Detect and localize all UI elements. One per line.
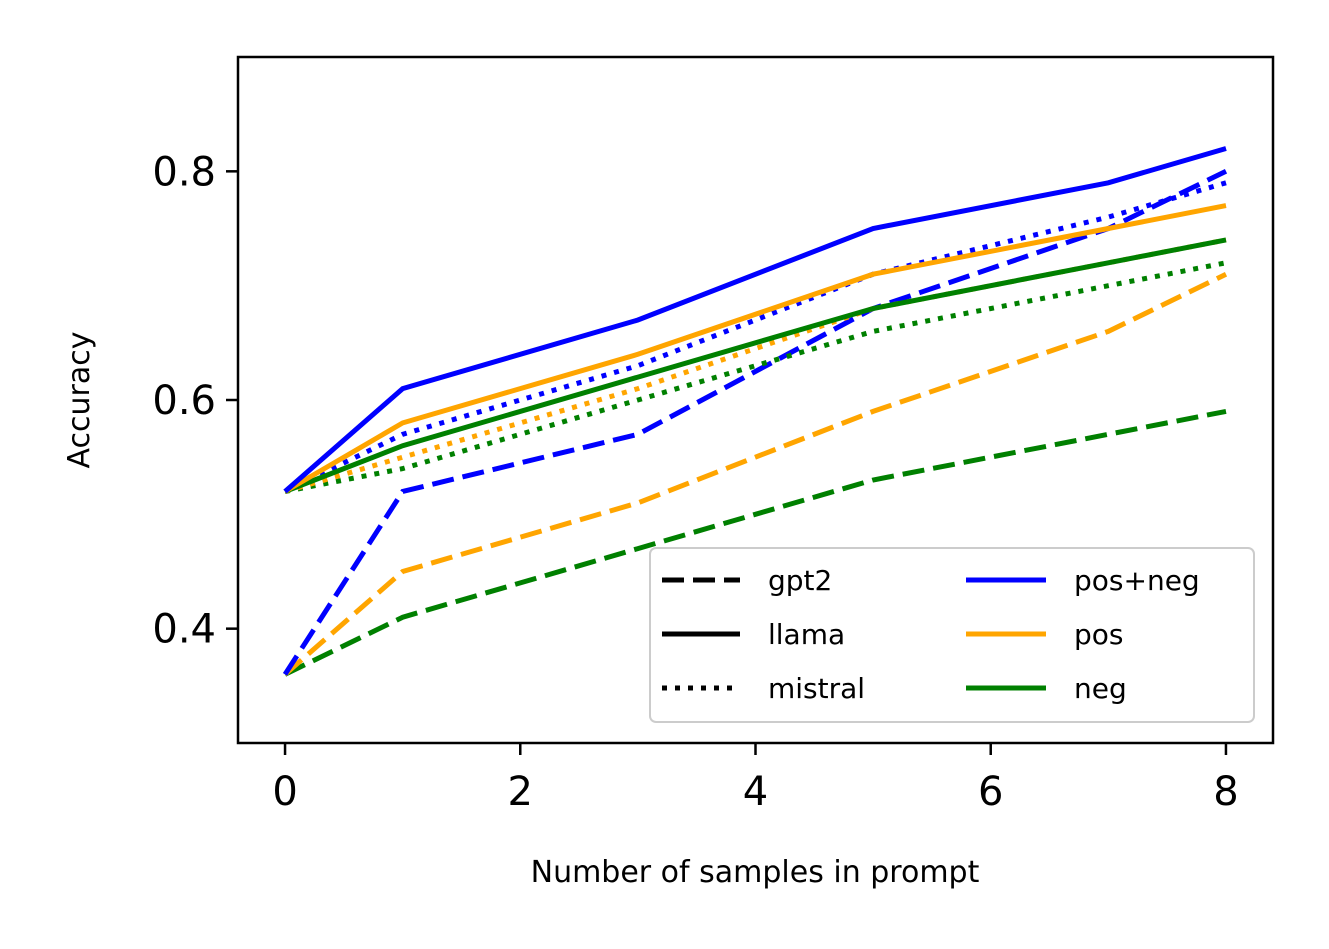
- series-line-gpt2-pos-neg: [282, 169, 1228, 676]
- series-line-llama-pos-neg: [283, 146, 1227, 494]
- series-line-gpt2-neg: [283, 408, 1227, 677]
- y-axis: 0.4 0.6 0.8: [152, 149, 238, 653]
- series-line-llama-neg: [284, 237, 1227, 494]
- legend-label-pos-neg: pos+neg: [1074, 564, 1200, 597]
- y-axis-label: Accuracy: [62, 332, 97, 469]
- x-tick-label: 2: [508, 769, 533, 815]
- y-tick-label: 0.6: [152, 378, 216, 424]
- y-tick-label: 0.8: [152, 149, 216, 195]
- legend-box: [649, 547, 1255, 723]
- x-tick-label: 0: [272, 769, 297, 815]
- x-tick-label: 6: [978, 769, 1003, 815]
- series-line-gpt2-pos: [283, 271, 1228, 677]
- legend: gpt2 llama mistral pos+neg pos neg: [649, 547, 1255, 723]
- series-layer: [282, 146, 1228, 677]
- legend-label-gpt2: gpt2: [768, 564, 832, 597]
- x-axis: 0 2 4 6 8: [272, 743, 1239, 815]
- legend-label-mistral: mistral: [768, 672, 865, 705]
- x-axis-label: Number of samples in prompt: [531, 855, 980, 890]
- legend-label-llama: llama: [768, 618, 845, 651]
- legend-label-pos: pos: [1074, 618, 1124, 651]
- y-tick-label: 0.4: [152, 607, 216, 653]
- x-tick-label: 4: [743, 769, 768, 815]
- series-line-llama-pos: [283, 203, 1227, 494]
- x-tick-label: 8: [1213, 769, 1238, 815]
- legend-linestyle-entries: gpt2 llama mistral: [662, 564, 865, 705]
- legend-color-entries: pos+neg pos neg: [966, 564, 1200, 705]
- legend-label-neg: neg: [1074, 672, 1127, 705]
